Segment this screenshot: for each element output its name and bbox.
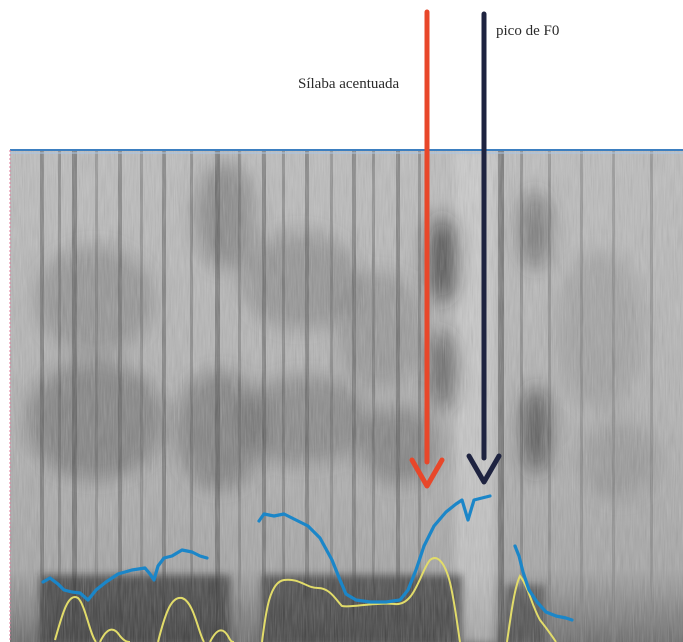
down-arrow-icon (466, 11, 502, 485)
spectrogram-noise (10, 150, 683, 642)
spectrogram (10, 150, 683, 642)
intensity-contour (54, 557, 557, 642)
f0-peak-label: pico de F0 (496, 23, 560, 39)
pitch-contour (41, 494, 574, 622)
down-arrow-icon (409, 9, 445, 489)
stressed-syllable-label: Sílaba acentuada (298, 76, 400, 92)
